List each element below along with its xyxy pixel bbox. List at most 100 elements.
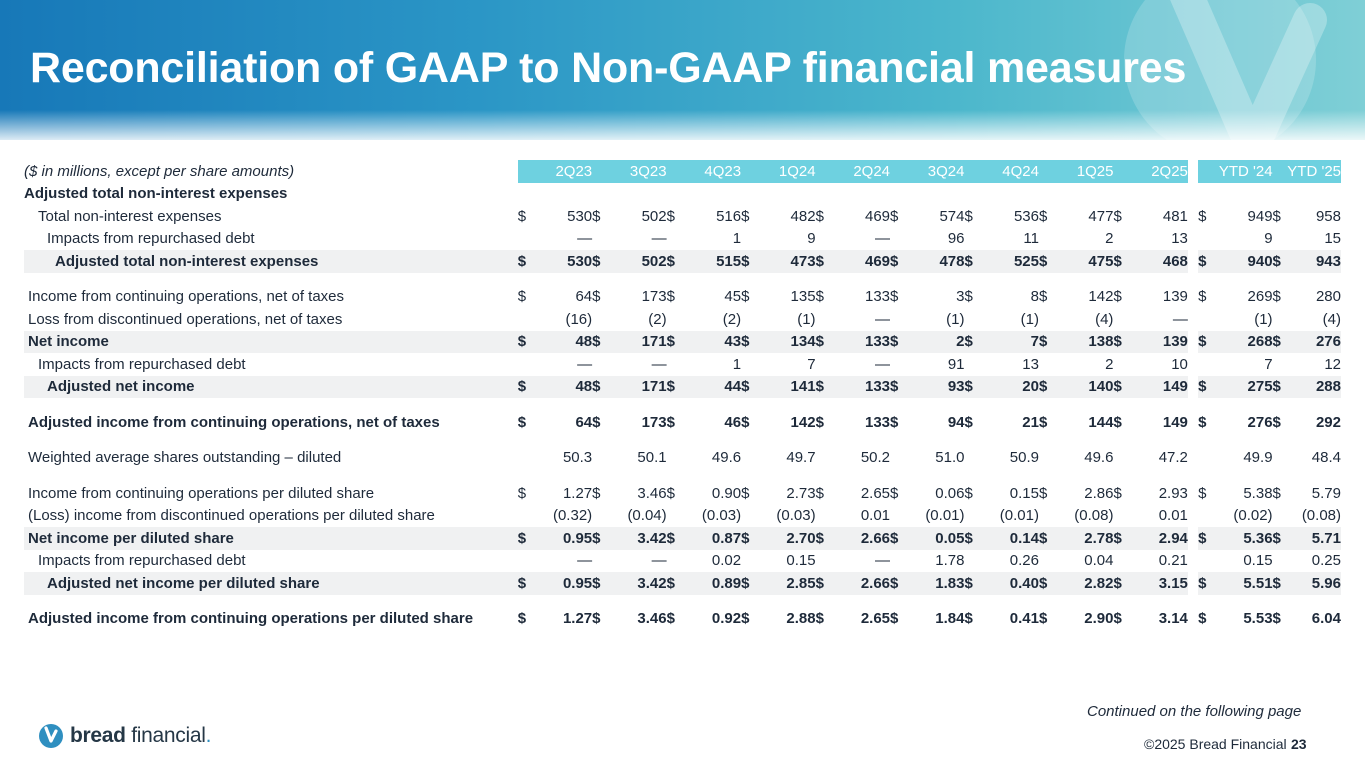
value-cell: 133 — [865, 288, 891, 306]
currency-cell: $ — [1113, 288, 1122, 306]
header-fade — [0, 110, 1365, 160]
value-cell: 49.6 — [711, 449, 742, 467]
currency-cell: $ — [592, 207, 601, 225]
value-cell: 0.90 — [711, 484, 742, 502]
value-cell: 0.89 — [678, 572, 742, 595]
currency-cell: $ — [1038, 527, 1052, 550]
currency-cell — [965, 353, 977, 376]
spacer-row — [24, 273, 1341, 286]
currency-cell — [592, 550, 604, 573]
table-row: Adjusted net income $48 $171 $44 $141 $133 $93… — [24, 375, 1341, 398]
currency-cell: $ — [1198, 330, 1211, 353]
currency-cell: $ — [517, 250, 530, 273]
currency-cell: $ — [666, 375, 679, 398]
value-cell: 3.14 — [1158, 610, 1188, 628]
row-label: Adjusted net income — [24, 375, 518, 398]
spacer-row — [24, 469, 1341, 482]
spacer-row — [24, 595, 1341, 608]
value-cell: 292 — [1315, 413, 1341, 431]
currency-cell — [1113, 550, 1125, 573]
value-cell: 2.78 — [1051, 527, 1114, 550]
currency-cell: $ — [1113, 250, 1126, 273]
currency-cell — [592, 183, 604, 206]
value-cell: 2 — [1105, 230, 1114, 248]
currency-cell: $ — [741, 413, 750, 431]
value-cell: 2.65 — [860, 610, 891, 628]
currency-cell: $ — [1198, 610, 1207, 628]
currency-cell: $ — [1038, 484, 1048, 502]
currency-cell — [1039, 353, 1051, 376]
currency-cell — [518, 183, 530, 206]
currency-cell: $ — [1272, 375, 1285, 398]
currency-cell: $ — [1113, 484, 1122, 502]
row-label: Adjusted net income per diluted share — [24, 572, 518, 595]
value-cell: — — [875, 310, 891, 328]
currency-cell: $ — [666, 610, 675, 628]
currency-cell: $ — [964, 572, 977, 595]
currency-cell: $ — [741, 330, 754, 353]
row-label: Adjusted income from continuing operatio… — [28, 413, 440, 431]
value-cell: 138 — [1051, 330, 1114, 353]
value-cell: 47.2 — [1158, 449, 1188, 467]
table-row: Impacts from repurchased debt — — 1 9 — 96 11 2 1… — [24, 228, 1341, 251]
value-cell: 525 — [976, 250, 1039, 273]
currency-cell: $ — [517, 207, 527, 225]
value-cell — [977, 183, 1039, 206]
value-cell: 0.01 — [860, 507, 891, 525]
currency-cell — [890, 183, 902, 206]
currency-cell — [1198, 447, 1210, 470]
currency-cell — [1039, 183, 1051, 206]
currency-cell: $ — [964, 207, 973, 225]
row-label: Income from continuing operations per di… — [28, 484, 375, 502]
value-cell: 21 — [1022, 413, 1039, 431]
currency-cell — [667, 550, 679, 573]
currency-cell: $ — [1198, 207, 1207, 225]
value-cell: 48 — [529, 330, 593, 353]
currency-cell: $ — [890, 330, 903, 353]
currency-cell: $ — [1113, 527, 1126, 550]
value-cell: 0.01 — [1158, 507, 1188, 525]
value-cell: 502 — [604, 250, 667, 273]
value-cell: (4) — [1095, 310, 1114, 328]
column-header: 1Q24 — [741, 160, 816, 183]
value-cell: 3.15 — [1125, 572, 1188, 595]
value-cell: 5.79 — [1311, 484, 1341, 502]
column-gap — [1188, 550, 1198, 573]
currency-cell — [592, 447, 604, 470]
value-cell: 2.82 — [1051, 572, 1114, 595]
currency-cell: $ — [1038, 330, 1052, 353]
currency-cell: $ — [1272, 288, 1281, 306]
currency-cell: $ — [592, 572, 605, 595]
currency-cell: $ — [592, 330, 605, 353]
currency-cell — [592, 505, 604, 528]
currency-cell — [741, 308, 753, 331]
currency-cell — [1113, 308, 1125, 331]
value-cell: 173 — [641, 288, 667, 306]
column-gap — [1188, 228, 1198, 251]
currency-cell: $ — [517, 413, 527, 431]
value-cell: 7 — [1264, 355, 1273, 373]
value-cell: — — [875, 230, 891, 248]
row-label: Adjusted income from continuing operatio… — [28, 610, 474, 628]
value-cell: 280 — [1315, 288, 1341, 306]
currency-cell — [1113, 228, 1125, 251]
currency-cell — [518, 228, 530, 251]
value-cell: 139 — [1162, 288, 1188, 306]
currency-cell — [667, 228, 679, 251]
value-cell: 50.2 — [860, 449, 891, 467]
value-cell: 2.66 — [827, 527, 891, 550]
value-cell — [753, 183, 815, 206]
value-cell: 1 — [732, 230, 742, 248]
currency-cell: $ — [1272, 413, 1281, 431]
row-label: Net income — [24, 330, 518, 353]
currency-cell: $ — [592, 527, 605, 550]
row-label: Net income per diluted share — [24, 527, 518, 550]
currency-cell: $ — [741, 207, 750, 225]
value-cell: 0.04 — [1084, 552, 1114, 570]
currency-cell — [1039, 447, 1051, 470]
value-cell: 133 — [865, 413, 891, 431]
value-cell: 3 — [956, 288, 965, 306]
currency-cell — [816, 447, 828, 470]
value-cell: (1) — [1020, 310, 1039, 328]
value-cell: 48.4 — [1311, 449, 1341, 467]
